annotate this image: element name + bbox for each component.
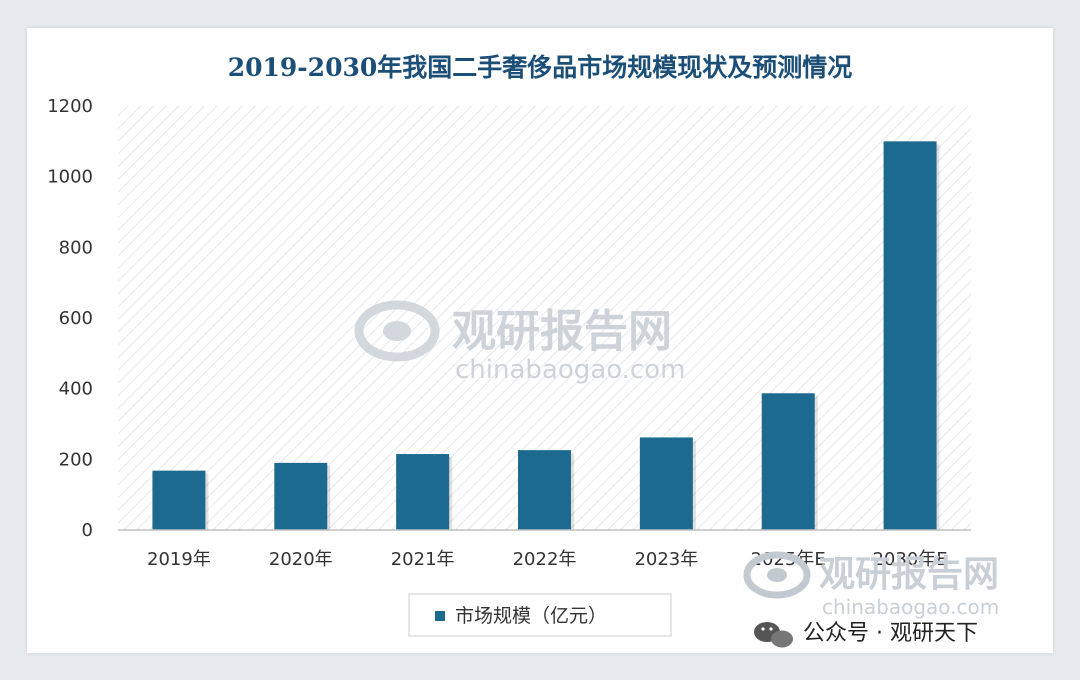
bar [518, 450, 571, 530]
watermark-corner-name: 观研报告网 [819, 554, 999, 595]
y-tick-label: 0 [82, 520, 93, 541]
bar-chart: 2019-2030年我国二手奢侈品市场规模现状及预测情况 观研报告网 china… [47, 53, 999, 648]
watermark-corner: 观研报告网 chinabaogao.com [743, 551, 999, 619]
x-tick-label: 2021年 [391, 549, 455, 570]
legend-swatch [435, 611, 445, 621]
y-axis-ticks: 0 200 400 600 800 1000 1200 [47, 96, 93, 541]
watermark-center: 观研报告网 chinabaogao.com [354, 300, 685, 385]
chart-title: 2019-2030年我国二手奢侈品市场规模现状及预测情况 [228, 53, 853, 82]
y-tick-label: 600 [59, 308, 93, 329]
y-tick-label: 800 [59, 237, 93, 258]
watermark-logo-icon [354, 300, 440, 362]
x-tick-label: 2020年 [269, 549, 333, 570]
x-tick-label: 2030年E [872, 549, 947, 570]
y-tick-label: 200 [59, 449, 93, 470]
credit-text: 公众号 · 观研天下 [803, 621, 978, 646]
legend: 市场规模（亿元） [408, 593, 672, 637]
bar [274, 462, 328, 530]
watermark-name: 观研报告网 [452, 306, 672, 357]
x-tick-label: 2023年 [634, 549, 698, 570]
x-tick-label: 2022年 [513, 549, 577, 570]
bar [639, 437, 693, 530]
y-tick-label: 1000 [47, 167, 93, 188]
y-tick-label: 400 [59, 379, 93, 400]
credit: 公众号 · 观研天下 [754, 621, 978, 648]
wechat-icon [754, 622, 793, 648]
y-tick-label: 1200 [47, 96, 93, 117]
x-tick-label: 2019年 [147, 549, 211, 570]
bar [761, 393, 815, 530]
legend-label: 市场规模（亿元） [455, 605, 607, 627]
watermark-url: chinabaogao.com [455, 355, 685, 385]
watermark-corner-logo-icon [743, 551, 811, 599]
chart-card: 2019-2030年我国二手奢侈品市场规模现状及预测情况 观研报告网 china… [27, 28, 1053, 653]
watermark-corner-url: chinabaogao.com [822, 595, 999, 619]
bars [152, 141, 940, 530]
bar [152, 470, 206, 530]
legend-box [408, 593, 672, 637]
bar [396, 454, 450, 530]
bar [883, 141, 937, 530]
